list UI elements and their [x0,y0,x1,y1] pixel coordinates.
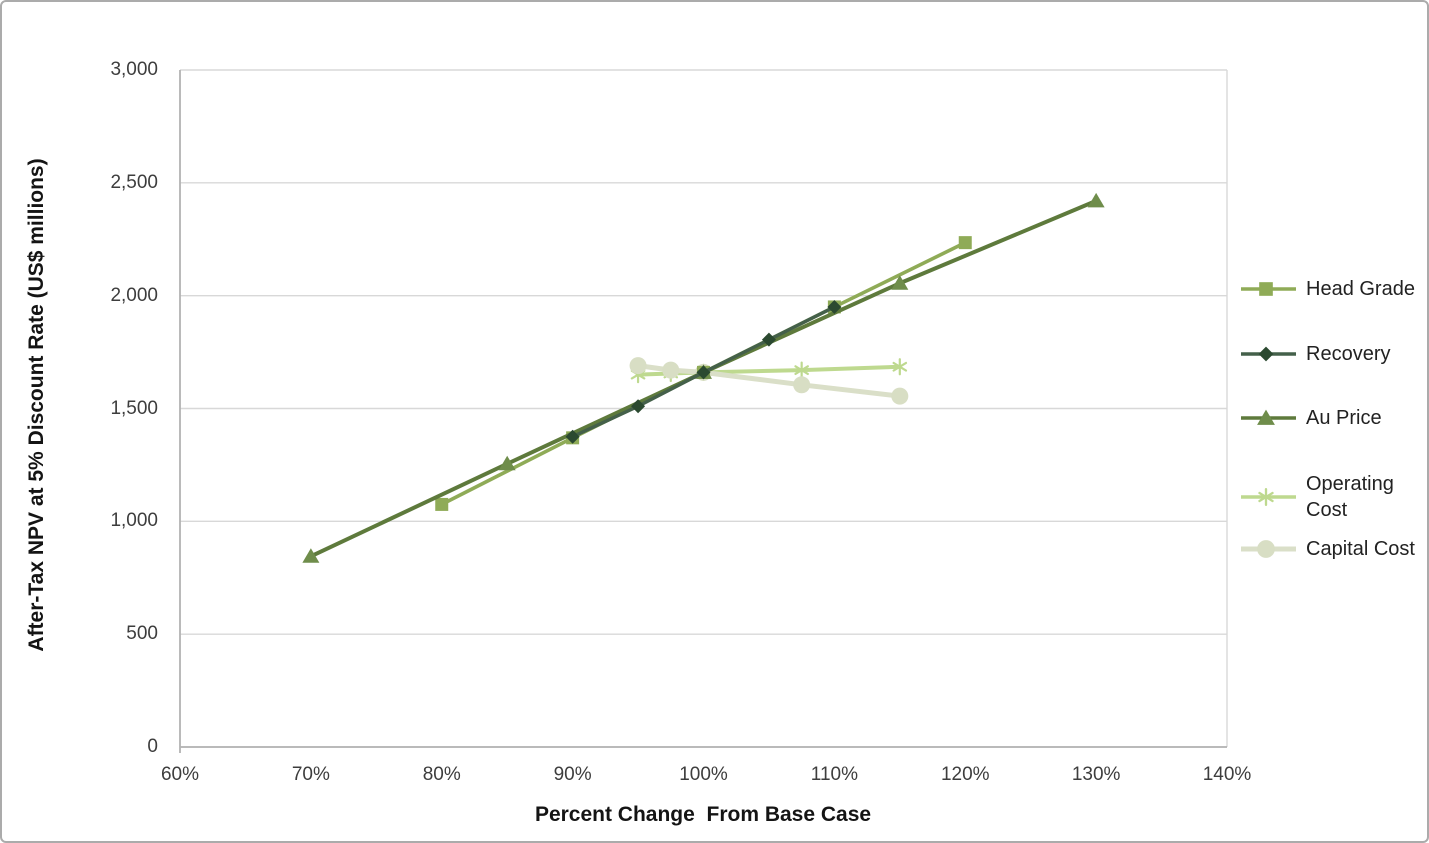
diamond-marker [827,299,842,314]
triangle-marker [891,275,909,290]
legend-item-head-grade: Head Grade [1240,275,1415,303]
x-tick-130%: 130% [1071,764,1121,785]
x-tick-80%: 80% [422,764,461,785]
series-markers-recovery [565,299,842,444]
x-tick-100%: 100% [679,764,728,785]
x-tick-60%: 60% [160,764,200,785]
legend-item-recovery: Recovery [1240,340,1390,368]
y-tick-2,000: 2,000 [110,284,158,306]
diamond-marker-icon [1241,346,1296,362]
y-tick-3,000: 3,000 [110,59,158,80]
x-tick-120%: 120% [940,764,990,785]
y-tick-1,000: 1,000 [110,510,158,532]
legend-item-operating-cost: Operating Cost [1240,471,1410,523]
legend-label: Operating Cost [1306,473,1394,521]
diamond-marker [696,365,711,380]
triangle-marker-icon [1241,409,1296,425]
circle-marker [662,361,680,379]
square-marker [958,236,972,250]
triangle-marker [1087,192,1105,208]
x-tick-110%: 110% [810,764,858,785]
legend-item-capital-cost: Capital Cost [1240,535,1415,563]
legend-label: Capital Cost [1306,538,1415,560]
x-tick-140%: 140% [1202,764,1252,785]
asterisk-marker [1258,487,1274,507]
diamond-marker [1258,346,1274,362]
x-tick-70%: 70% [291,764,330,785]
circle-marker [1257,540,1275,558]
diamond-marker [761,332,776,347]
circle-marker [629,357,647,375]
circle-marker [793,376,811,394]
x-tick-90%: 90% [553,764,592,785]
circle-marker-icon [1241,540,1296,558]
legend-item-au-price: Au Price [1240,404,1382,432]
triangle-marker [302,548,320,563]
asterisk-marker-icon [1241,487,1296,507]
diamond-marker [631,399,646,414]
y-tick-500: 500 [126,623,158,645]
diamond-marker [565,429,580,444]
y-tick-2,500: 2,500 [110,171,158,193]
square-marker-icon [1241,282,1296,296]
asterisk-marker [892,358,908,376]
legend-label: Head Grade [1306,278,1415,300]
legend-label: Recovery [1306,343,1391,365]
y-tick-1,500: 1,500 [110,397,158,419]
x-axis-title: Percent Change From Base Case [534,803,872,826]
asterisk-marker [794,361,809,379]
circle-marker [891,387,909,405]
y-axis-title: After-Tax NPV at 5% Discount Rate (US$ m… [25,158,48,652]
y-tick-0: 0 [147,736,158,757]
legend-label: Au Price [1306,407,1382,429]
triangle-marker [498,455,516,471]
square-marker [435,497,449,511]
square-marker [1259,282,1273,296]
triangle-marker [1257,409,1275,425]
